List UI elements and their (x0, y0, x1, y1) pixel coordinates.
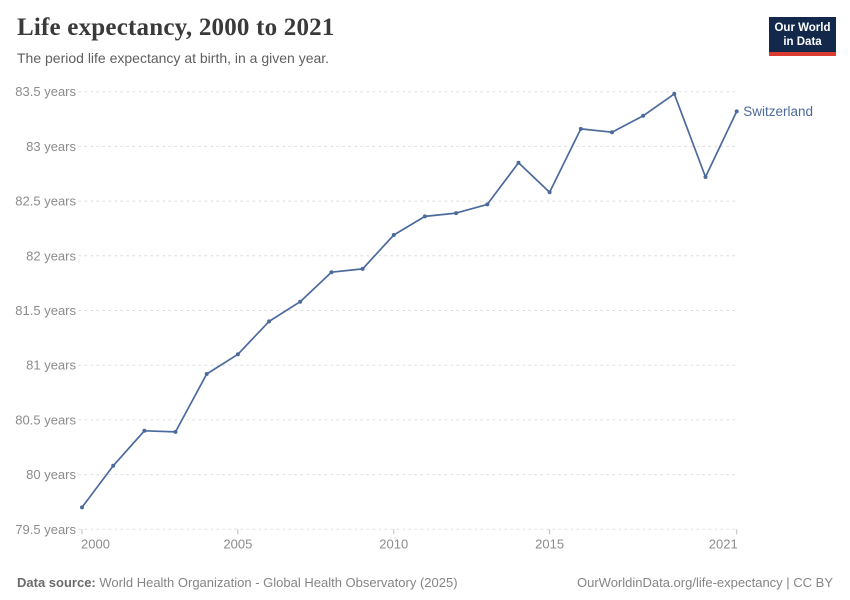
y-axis-tick-label: 80 years (26, 467, 76, 482)
data-point-marker[interactable] (516, 160, 521, 165)
chart-title: Life expectancy, 2000 to 2021 (17, 14, 335, 41)
data-point-marker[interactable] (703, 175, 708, 179)
data-point-marker[interactable] (267, 319, 272, 324)
series-line (81, 93, 738, 508)
data-point-marker[interactable] (298, 299, 303, 304)
y-axis-tick-label: 82 years (26, 248, 76, 263)
data-point-marker[interactable] (235, 352, 240, 357)
x-axis-tick-label: 2005 (223, 536, 252, 551)
data-point-marker[interactable] (391, 233, 396, 237)
chart-footer: Data source: World Health Organization -… (17, 575, 833, 590)
y-axis-tick-label: 81.5 years (15, 303, 76, 318)
owid-logo[interactable]: Our World in Data (769, 17, 836, 56)
data-source: Data source: World Health Organization -… (17, 575, 458, 590)
data-point-marker[interactable] (422, 214, 427, 219)
data-point-marker[interactable] (734, 109, 739, 114)
owid-logo-line1: Our World (774, 22, 831, 34)
footer-license-link[interactable]: OurWorldinData.org/life-expectancy | CC … (576, 575, 833, 590)
owid-logo-line2: in Data (783, 36, 822, 48)
data-point-marker[interactable] (360, 266, 365, 271)
data-point-marker[interactable] (454, 211, 459, 216)
data-point-marker[interactable] (329, 270, 334, 275)
data-point-marker[interactable] (547, 190, 552, 195)
data-source-text: World Health Organization - Global Healt… (99, 575, 458, 590)
x-axis-tick-label: 2000 (81, 536, 110, 551)
data-point-marker[interactable] (610, 130, 614, 135)
data-point-marker[interactable] (204, 372, 209, 376)
y-axis-tick-label: 80.5 years (15, 412, 76, 427)
data-point-marker[interactable] (142, 428, 147, 433)
data-point-marker[interactable] (672, 91, 677, 96)
x-axis-tick-label: 2010 (379, 536, 408, 551)
data-point-marker[interactable] (485, 202, 490, 207)
y-axis-tick-label: 81 years (26, 358, 76, 373)
y-axis-tick-label: 79.5 years (15, 522, 76, 537)
y-axis-tick-label: 83 years (26, 139, 76, 154)
data-source-label: Data source: (17, 575, 96, 590)
data-point-marker[interactable] (173, 429, 178, 434)
y-axis-tick-label: 82.5 years (15, 194, 76, 209)
chart-subtitle: The period life expectancy at birth, in … (17, 50, 330, 66)
data-point-marker[interactable] (641, 113, 646, 118)
data-point-marker[interactable] (578, 126, 583, 131)
x-axis-tick-label: 2021 (709, 536, 738, 551)
y-axis-tick-label: 83.5 years (15, 84, 76, 99)
data-point-marker[interactable] (111, 463, 116, 468)
data-point-marker[interactable] (80, 505, 84, 510)
series-label-switzerland[interactable]: Switzerland (743, 104, 813, 119)
x-axis-tick-label: 2015 (535, 536, 564, 551)
